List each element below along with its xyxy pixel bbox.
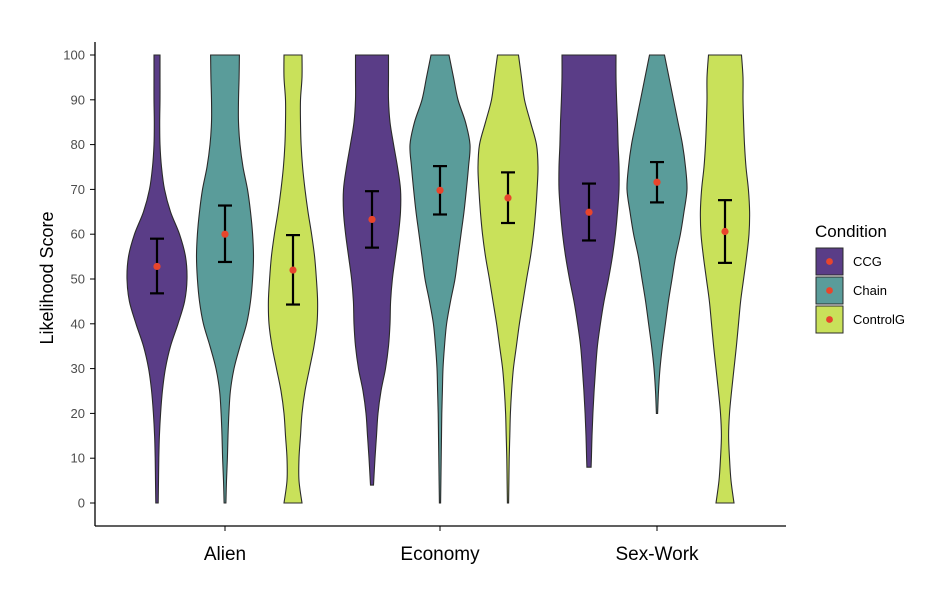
- legend-key-point: [826, 316, 833, 323]
- legend-label-chain: Chain: [853, 283, 887, 298]
- x-category-label: Economy: [400, 544, 480, 565]
- violin-sex-work-chain: [626, 54, 688, 414]
- x-category-label: Alien: [204, 544, 246, 565]
- violin-economy-controlg: [477, 54, 539, 504]
- legend-title: Condition: [815, 222, 887, 241]
- legend-key-controlg: [815, 305, 844, 334]
- y-tick-label: 60: [71, 227, 85, 242]
- x-ticks: Alien Economy Sex-Work: [204, 526, 699, 565]
- violin-alien-chain: [195, 54, 255, 504]
- y-tick-label: 50: [71, 272, 85, 287]
- y-axis-title: Likelihood Score: [37, 211, 57, 344]
- legend-label-controlg: ControlG: [853, 312, 905, 327]
- mean-point: [653, 178, 661, 186]
- y-ticks: 0 10 20 30 40 50 60 70 80 90 100: [63, 48, 95, 511]
- y-tick-label: 20: [71, 406, 85, 421]
- mean-point: [289, 266, 297, 274]
- legend-key-point: [826, 287, 833, 294]
- y-tick-label: 10: [71, 451, 85, 466]
- y-tick-label: 100: [63, 48, 85, 63]
- y-tick-label: 40: [71, 316, 85, 331]
- mean-point: [504, 194, 512, 202]
- mean-point: [221, 230, 229, 238]
- mean-point: [585, 208, 593, 216]
- legend-label-ccg: CCG: [853, 254, 882, 269]
- mean-point: [436, 186, 444, 194]
- x-category-label: Sex-Work: [615, 544, 699, 565]
- mean-point: [153, 262, 161, 271]
- violin-sex-work-controlg: [699, 54, 751, 504]
- violin-economy-ccg: [342, 54, 402, 486]
- mean-point: [721, 227, 729, 236]
- y-tick-label: 80: [71, 137, 85, 152]
- legend: Condition CCG Chain ControlG: [815, 222, 905, 334]
- y-tick-label: 90: [71, 92, 85, 107]
- y-tick-label: 0: [78, 496, 85, 511]
- violin-sex-work-ccg: [558, 54, 620, 468]
- mean-point: [368, 215, 376, 224]
- y-tick-label: 30: [71, 361, 85, 376]
- legend-key-point: [826, 258, 833, 265]
- violins-layer: [126, 54, 751, 504]
- violin-economy-chain: [409, 54, 471, 504]
- y-tick-label: 70: [71, 182, 85, 197]
